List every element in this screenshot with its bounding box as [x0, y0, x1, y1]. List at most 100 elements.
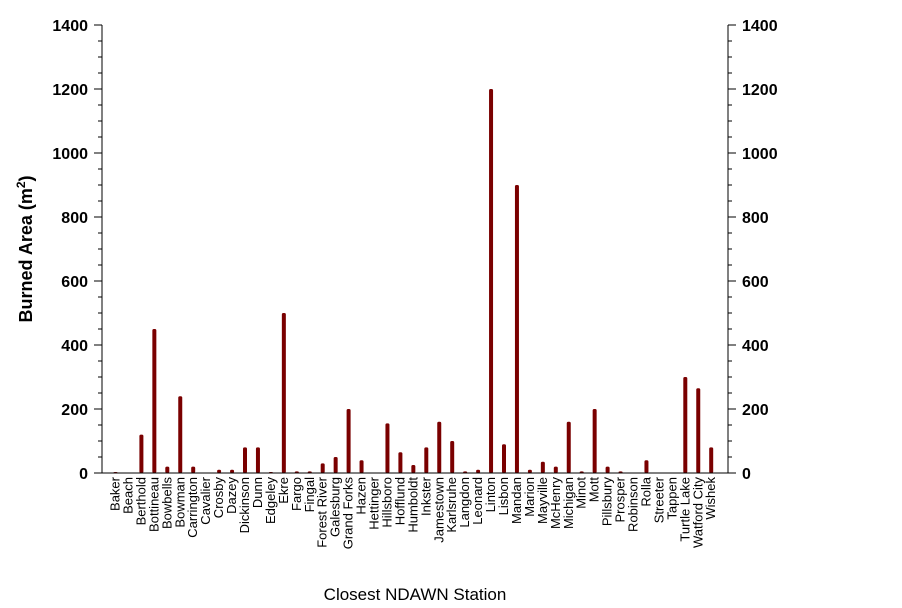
- x-category-label: Forest River: [315, 476, 330, 547]
- x-category-label: Mandan: [509, 477, 524, 524]
- bar: [346, 409, 351, 473]
- bar: [152, 329, 157, 473]
- x-category-label: Lisbon: [496, 477, 511, 515]
- x-category-label: Mott: [587, 477, 602, 503]
- left-y-tick-label: 1000: [52, 146, 88, 163]
- bar: [230, 469, 235, 473]
- x-category-label: Hazen: [354, 477, 369, 515]
- x-category-label: Streeter: [651, 476, 666, 523]
- bar: [437, 421, 442, 473]
- y-axis-title-superscript: 2: [14, 181, 28, 188]
- x-category-label: Michigan: [561, 477, 576, 529]
- bar: [320, 463, 325, 473]
- right-y-tick-label: 0: [742, 466, 751, 483]
- x-category-label: Robinson: [626, 477, 641, 532]
- x-category-label: Pillsbury: [600, 477, 615, 527]
- bar: [424, 447, 429, 473]
- bar: [165, 466, 170, 473]
- x-category-label: Edgeley: [263, 477, 278, 524]
- bar: [605, 466, 610, 473]
- x-category-label: Fargo: [289, 477, 304, 511]
- x-category-label: Cavalier: [198, 476, 213, 524]
- bar: [644, 460, 649, 473]
- bar: [255, 447, 260, 473]
- bar: [553, 466, 558, 473]
- right-y-tick-label: 1400: [742, 18, 778, 35]
- x-category-label: Carrington: [185, 477, 200, 538]
- bar: [450, 441, 455, 473]
- x-axis-category-labels: BakerBeachBertholdBottineauBowbellsBowma…: [108, 476, 719, 549]
- right-y-axis: 0 200 400 600 800 1000 1200 1400: [727, 18, 778, 483]
- left-y-tick-label: 1400: [52, 18, 88, 35]
- bar: [476, 469, 481, 473]
- bar: [139, 434, 144, 473]
- bar: [398, 452, 403, 473]
- right-y-tick-label: 200: [742, 402, 769, 419]
- bar: [243, 447, 247, 473]
- x-category-label: Hofflund: [392, 477, 407, 525]
- x-category-label: Dunn: [250, 477, 265, 508]
- x-category-label: Hettinger: [367, 476, 382, 529]
- bar: [411, 465, 416, 473]
- x-category-label: Bowman: [172, 477, 187, 528]
- right-y-tick-label: 1200: [742, 82, 778, 99]
- bar: [566, 421, 571, 473]
- x-category-label: Galesburg: [328, 477, 343, 537]
- left-y-tick-label: 200: [61, 402, 88, 419]
- bar: [527, 469, 532, 473]
- x-category-label: Bowbells: [159, 477, 174, 530]
- bar: [385, 423, 390, 473]
- x-category-label: Berthold: [133, 477, 148, 525]
- left-y-tick-label: 600: [61, 274, 88, 291]
- bar-series: [113, 89, 714, 473]
- left-y-tick-label: 1200: [52, 82, 88, 99]
- x-category-label: Ekre: [276, 477, 291, 504]
- x-category-label: Fingal: [302, 477, 317, 513]
- left-y-tick-label: 800: [61, 210, 88, 227]
- x-category-label: Wishek: [703, 477, 718, 520]
- x-category-label: Linton: [483, 477, 498, 512]
- bar: [540, 461, 545, 473]
- x-category-label: Hillsboro: [379, 477, 394, 528]
- x-category-label: Beach: [120, 477, 135, 514]
- bar: [683, 377, 688, 473]
- y-axis-title-suffix: ): [16, 175, 36, 181]
- x-category-label: Dazey: [224, 477, 239, 514]
- bar: [217, 469, 222, 473]
- x-category-label: Grand Forks: [341, 477, 356, 550]
- x-category-label: Humboldt: [405, 477, 420, 533]
- x-category-label: Jamestown: [431, 477, 446, 543]
- x-category-label: Karlsruhe: [444, 477, 459, 533]
- x-category-label: Bottineau: [146, 477, 161, 532]
- x-category-label: Baker: [108, 476, 123, 511]
- right-y-tick-label: 600: [742, 274, 769, 291]
- bar: [178, 396, 183, 473]
- bar: [281, 313, 286, 473]
- x-category-label: McHenry: [548, 477, 563, 530]
- x-category-label: Minot: [574, 477, 589, 509]
- x-category-label: Inkster: [418, 476, 433, 516]
- bar: [709, 447, 714, 473]
- right-y-tick-label: 800: [742, 210, 769, 227]
- bar: [592, 409, 597, 473]
- bar: [514, 185, 519, 473]
- left-y-tick-label: 0: [79, 466, 88, 483]
- x-category-label: Tappen: [664, 477, 679, 520]
- x-axis-title: Closest NDAWN Station: [324, 585, 507, 604]
- x-category-label: Crosby: [211, 477, 226, 519]
- right-y-tick-label: 1000: [742, 146, 778, 163]
- x-category-label: Dickinson: [237, 477, 252, 533]
- x-category-label: Prosper: [613, 476, 628, 522]
- x-category-label: Leonard: [470, 477, 485, 525]
- bar: [489, 89, 494, 473]
- bar: [191, 466, 196, 473]
- x-category-label: Watford City: [690, 477, 705, 549]
- x-category-label: Mayville: [535, 477, 550, 524]
- bar: [359, 460, 364, 473]
- x-category-label: Rolla: [638, 476, 653, 506]
- x-category-label: Marion: [522, 477, 537, 517]
- left-y-tick-label: 400: [61, 338, 88, 355]
- x-category-label: Langdon: [457, 477, 472, 528]
- x-category-label: Turtle Lake: [677, 477, 692, 542]
- y-axis-title-main: Burned Area (m: [16, 188, 36, 322]
